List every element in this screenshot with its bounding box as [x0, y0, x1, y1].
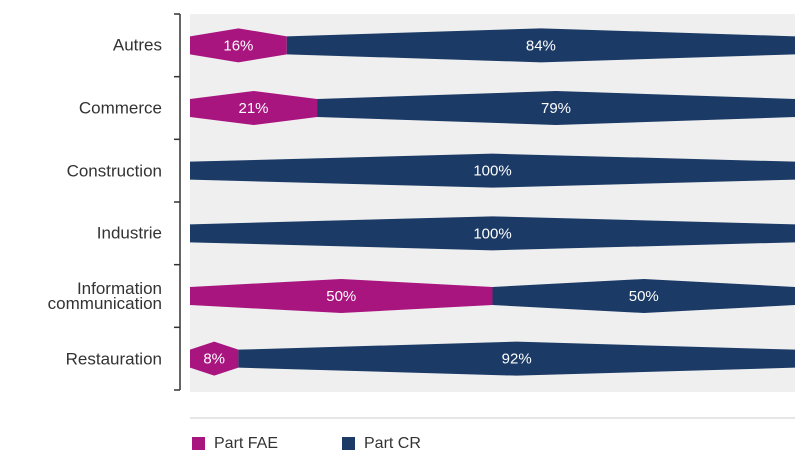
bar-segment [190, 91, 318, 125]
bar-segment [190, 153, 795, 188]
category-label: Autres [112, 35, 162, 55]
category-label: Commerce [78, 98, 162, 118]
legend-label: Part FAE [214, 435, 278, 452]
value-label: 8% [203, 351, 225, 368]
value-label: 100% [473, 163, 511, 180]
value-label: 92% [502, 351, 532, 368]
value-label: 84% [526, 37, 556, 54]
legend-swatch [192, 437, 205, 450]
value-label: 100% [473, 225, 511, 242]
category-label: Restauration [65, 349, 162, 369]
bar-segment [190, 28, 287, 63]
category-label: Industrie [96, 223, 162, 243]
value-label: 79% [541, 100, 571, 117]
legend-label: Part CR [364, 435, 421, 452]
plot-background [190, 14, 795, 392]
bar-segment [190, 341, 239, 376]
value-label: 21% [239, 100, 269, 117]
bar-segment [492, 279, 795, 313]
category-label: Information communication [47, 279, 162, 313]
value-label: 50% [326, 288, 356, 305]
category-label: Construction [66, 161, 162, 181]
bar-segment [190, 279, 493, 313]
value-label: 50% [629, 288, 659, 305]
legend-swatch [342, 437, 355, 450]
bar-segment [317, 91, 795, 125]
bar-segment [286, 28, 795, 63]
bar-segment [238, 341, 795, 376]
value-label: 16% [223, 37, 253, 54]
bar-segment [190, 216, 795, 251]
